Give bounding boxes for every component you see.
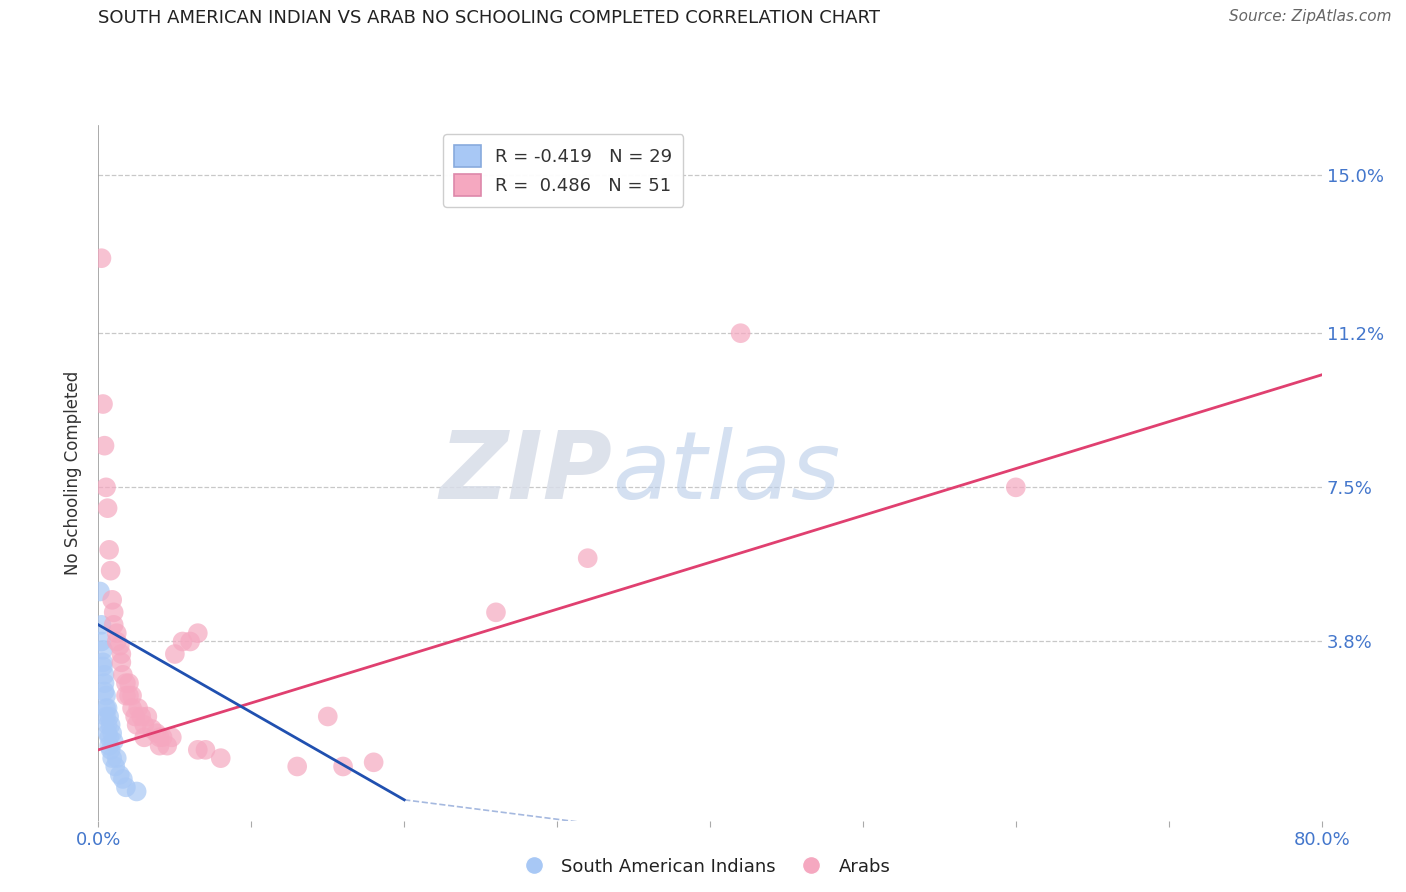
Point [101, 726, 124, 740]
Point [485, 605, 508, 619]
Point [125, 784, 148, 798]
Point [576, 551, 599, 566]
Point [97, 718, 120, 732]
Point [93, 676, 115, 690]
Point [163, 647, 186, 661]
Point [104, 759, 127, 773]
Point [97, 701, 120, 715]
Point [118, 689, 141, 703]
Point [110, 647, 132, 661]
Point [103, 734, 125, 748]
Point [108, 639, 131, 653]
Point [125, 718, 148, 732]
Point [100, 564, 122, 578]
Point [91, 643, 114, 657]
Point [156, 739, 179, 753]
Point [94, 689, 117, 703]
Point [136, 709, 159, 723]
Point [89, 584, 111, 599]
Point [94, 480, 117, 494]
Text: SOUTH AMERICAN INDIAN VS ARAB NO SCHOOLING COMPLETED CORRELATION CHART: SOUTH AMERICAN INDIAN VS ARAB NO SCHOOLI… [98, 9, 880, 27]
Point [129, 709, 152, 723]
Point [363, 756, 385, 770]
Point [111, 772, 134, 786]
Point [115, 780, 138, 795]
Point [90, 617, 112, 632]
Point [115, 689, 138, 703]
Point [111, 668, 134, 682]
Point [103, 605, 125, 619]
Point [1004, 480, 1026, 494]
Point [101, 592, 124, 607]
Point [152, 731, 174, 745]
Point [127, 701, 149, 715]
Point [91, 659, 114, 673]
Point [332, 759, 354, 773]
Point [149, 739, 172, 753]
Point [108, 768, 131, 782]
Point [316, 709, 339, 723]
Point [124, 709, 146, 723]
Point [172, 634, 194, 648]
Point [730, 326, 752, 341]
Point [187, 743, 209, 757]
Point [90, 634, 112, 648]
Point [194, 743, 217, 757]
Point [121, 701, 143, 715]
Point [93, 439, 115, 453]
Point [134, 718, 156, 732]
Point [94, 701, 117, 715]
Point [93, 684, 115, 698]
Point [118, 676, 141, 690]
Point [91, 397, 114, 411]
Point [209, 751, 232, 765]
Point [115, 676, 138, 690]
Point [285, 759, 308, 773]
Text: atlas: atlas [612, 427, 841, 518]
Point [160, 731, 183, 745]
Point [105, 751, 128, 765]
Point [100, 718, 122, 732]
Legend: R = -0.419   N = 29, R =  0.486   N = 51: R = -0.419 N = 29, R = 0.486 N = 51 [443, 134, 683, 207]
Point [187, 626, 209, 640]
Point [105, 626, 128, 640]
Point [90, 251, 112, 265]
Text: ZIP: ZIP [439, 426, 612, 519]
Point [98, 542, 121, 557]
Point [98, 709, 121, 723]
Point [93, 668, 115, 682]
Point [98, 739, 121, 753]
Point [103, 617, 125, 632]
Text: Source: ZipAtlas.com: Source: ZipAtlas.com [1229, 9, 1392, 24]
Y-axis label: No Schooling Completed: No Schooling Completed [65, 371, 83, 574]
Point [98, 731, 121, 745]
Point [121, 689, 143, 703]
Point [145, 726, 167, 740]
Legend: South American Indians, Arabs: South American Indians, Arabs [509, 851, 897, 883]
Point [149, 731, 172, 745]
Point [101, 751, 124, 765]
Point [179, 634, 201, 648]
Point [100, 743, 122, 757]
Point [97, 726, 120, 740]
Point [134, 731, 156, 745]
Point [94, 709, 117, 723]
Point [97, 501, 120, 516]
Point [110, 656, 132, 670]
Point [105, 634, 128, 648]
Point [141, 722, 163, 736]
Point [91, 656, 114, 670]
